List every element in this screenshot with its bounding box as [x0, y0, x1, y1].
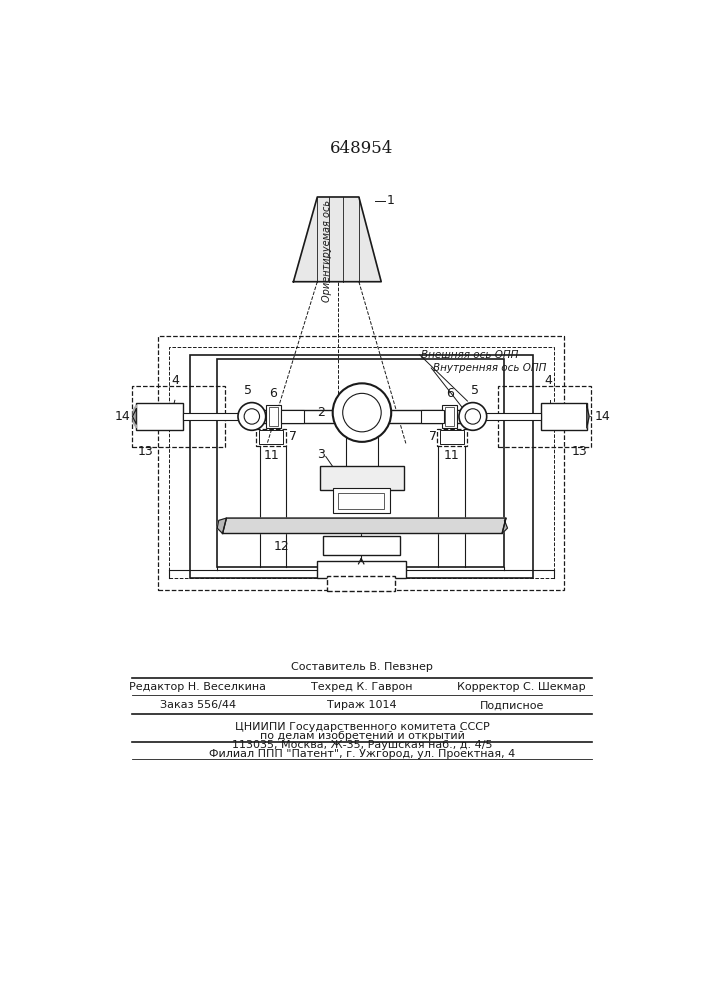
Bar — [158, 336, 564, 590]
Bar — [190, 355, 533, 578]
Text: Техред К. Гаврон: Техред К. Гаврон — [311, 682, 413, 692]
Text: Внутренняя ось ОПП: Внутренняя ось ОПП — [433, 363, 547, 373]
Bar — [437, 429, 467, 446]
Bar — [259, 430, 284, 444]
Bar — [259, 410, 463, 423]
Text: 7: 7 — [288, 430, 297, 443]
Polygon shape — [293, 197, 381, 282]
Bar — [182, 413, 244, 420]
Text: по делам изобретений и открытий: по делам изобретений и открытий — [259, 731, 464, 741]
Bar — [132, 386, 225, 447]
Text: Подписное: Подписное — [480, 700, 544, 710]
Text: ЦНИИПИ Государственного комитета СССР: ЦНИИПИ Государственного комитета СССР — [235, 722, 489, 732]
Text: 12: 12 — [273, 540, 289, 553]
Polygon shape — [587, 405, 589, 428]
Bar — [445, 407, 455, 426]
Text: Ориентируемая ось: Ориентируемая ось — [322, 200, 332, 302]
Bar — [266, 405, 281, 428]
Text: 113035, Москва, Ж-35, Раушская наб., д. 4/5: 113035, Москва, Ж-35, Раушская наб., д. … — [232, 740, 492, 750]
Bar — [281, 410, 304, 423]
Text: 4: 4 — [171, 374, 179, 387]
Text: Филиал ППП "Патент", г. Ужгород, ул. Проектная, 4: Филиал ППП "Патент", г. Ужгород, ул. Про… — [209, 749, 515, 759]
Bar — [169, 347, 554, 578]
Polygon shape — [133, 405, 136, 428]
Text: 4: 4 — [544, 374, 552, 387]
Text: 13: 13 — [571, 445, 587, 458]
Text: 7: 7 — [428, 430, 437, 443]
Text: Составитель В. Певзнер: Составитель В. Певзнер — [291, 662, 433, 672]
Text: 648954: 648954 — [330, 140, 394, 157]
Bar — [338, 493, 385, 509]
Text: Редактор Н. Веселкина: Редактор Н. Веселкина — [129, 682, 267, 692]
Text: 6: 6 — [446, 387, 454, 400]
Text: 11: 11 — [444, 449, 460, 462]
Text: 9: 9 — [357, 577, 365, 590]
Text: 5: 5 — [471, 384, 479, 397]
Text: 2: 2 — [317, 406, 325, 419]
Text: Внешняя ось ОПП: Внешняя ось ОПП — [421, 350, 519, 360]
Text: Корректор С. Шекмар: Корректор С. Шекмар — [457, 682, 585, 692]
Text: Тираж 1014: Тираж 1014 — [327, 700, 397, 710]
Bar — [317, 561, 406, 578]
Text: 10: 10 — [354, 563, 369, 576]
Text: 11: 11 — [263, 449, 279, 462]
Circle shape — [459, 403, 486, 430]
Polygon shape — [217, 518, 226, 533]
Polygon shape — [502, 518, 508, 533]
Bar — [541, 403, 587, 430]
Text: 13: 13 — [138, 445, 153, 458]
Bar — [440, 430, 464, 444]
Bar — [498, 386, 590, 447]
Text: Заказ 556/44: Заказ 556/44 — [160, 700, 236, 710]
Text: 14: 14 — [595, 410, 610, 423]
Bar — [421, 410, 444, 423]
Bar — [256, 429, 286, 446]
Bar — [327, 576, 395, 591]
Text: 8: 8 — [357, 539, 366, 552]
Bar — [136, 403, 182, 430]
Bar — [337, 410, 387, 423]
Polygon shape — [132, 409, 136, 424]
Circle shape — [238, 403, 266, 430]
Bar — [217, 359, 503, 567]
Bar — [322, 536, 399, 555]
Bar — [333, 488, 390, 513]
Bar — [479, 413, 541, 420]
Bar — [346, 429, 378, 474]
Bar — [320, 466, 404, 490]
Text: 5: 5 — [244, 384, 252, 397]
Text: 3: 3 — [317, 448, 325, 461]
Text: 6: 6 — [269, 387, 277, 400]
Circle shape — [333, 383, 391, 442]
Bar — [442, 405, 457, 428]
Text: 1: 1 — [387, 194, 395, 207]
Polygon shape — [223, 518, 506, 533]
Text: 14: 14 — [115, 410, 130, 423]
Bar — [269, 407, 278, 426]
